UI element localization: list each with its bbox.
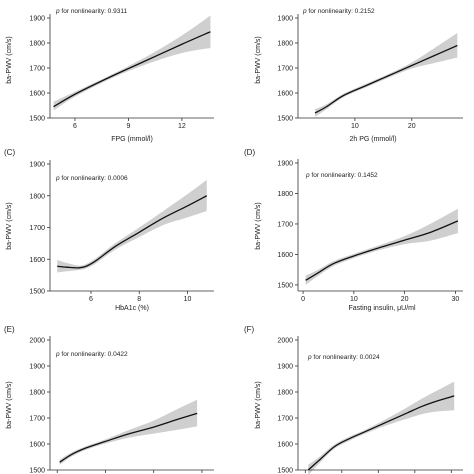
- y-tick-label: 1500: [29, 468, 45, 474]
- y-tick-label: 1600: [277, 252, 293, 259]
- panel-label: (C): [4, 148, 15, 157]
- x-axis-label: Fasting insulin, μU/ml: [348, 305, 415, 312]
- panel-e: (E) ba-PWV (cm/s) p for nonlinearity: 0.…: [4, 325, 214, 474]
- y-tick-label: 1600: [29, 442, 45, 449]
- y-tick-label: 1900: [29, 364, 45, 371]
- spline-line: [59, 412, 198, 463]
- y-tick-label: 1800: [29, 193, 45, 200]
- nonlinearity-note: p for nonlinearity: 0.0422: [55, 351, 128, 358]
- confidence-band: [57, 179, 207, 273]
- y-tick-label: 1600: [29, 91, 45, 98]
- y-axis-label: ba-PWV (cm/s): [6, 36, 13, 83]
- confidence-band: [53, 15, 211, 111]
- y-tick-label: 1700: [277, 66, 293, 73]
- y-tick-label: 1700: [29, 225, 45, 232]
- y-tick-label: 1900: [29, 16, 45, 23]
- x-tick-label: 6: [89, 296, 93, 303]
- p-symbol: p: [55, 8, 60, 15]
- y-tick-label: 1500: [29, 289, 45, 296]
- y-tick-label: 1800: [29, 390, 45, 397]
- spline-line: [307, 395, 455, 471]
- x-tick-label: 10: [350, 296, 358, 303]
- y-tick-label: 1500: [277, 116, 293, 123]
- nonlinearity-note: p for nonlinearity: 0.0024: [307, 354, 380, 361]
- panel-c: (C) ba-PWV (cm/s) HbA1c (%) p for nonlin…: [4, 148, 214, 312]
- spline-line: [57, 195, 208, 269]
- y-tick-label: 1600: [277, 91, 293, 98]
- x-tick-label: 10: [351, 123, 359, 130]
- y-tick-label: 1600: [29, 257, 45, 264]
- nonlinearity-note: p for nonlinearity: 0.0006: [55, 175, 128, 182]
- y-tick-label: 1700: [29, 66, 45, 73]
- spline-line: [314, 44, 458, 114]
- spline-line: [305, 220, 459, 281]
- x-tick-label: 20: [408, 123, 416, 130]
- panel-label: (F): [244, 325, 255, 334]
- y-tick-label: 1600: [277, 442, 293, 449]
- panel-f: (F) ba-PWV (cm/s) p for nonlinearity: 0.…: [244, 325, 463, 474]
- y-tick-label: 1800: [29, 41, 45, 48]
- confidence-band: [59, 399, 198, 465]
- panel-b: ba-PWV (cm/s) 2h PG (mmol/l) p for nonli…: [255, 8, 463, 143]
- p-symbol: p: [55, 351, 60, 358]
- x-tick-label: 12: [178, 123, 186, 130]
- nonlinearity-value: for nonlinearity: 0.1452: [310, 172, 378, 179]
- y-tick-label: 1900: [29, 162, 45, 169]
- nonlinearity-value: for nonlinearity: 0.0006: [60, 175, 128, 182]
- y-axis-label: ba-PWV (cm/s): [6, 381, 13, 428]
- y-tick-label: 1800: [277, 41, 293, 48]
- y-tick-label: 1500: [277, 282, 293, 289]
- y-tick-label: 1500: [277, 468, 293, 474]
- panel-a: ba-PWV (cm/s) FPG (mmol/l) p for nonline…: [6, 8, 214, 143]
- confidence-band: [315, 33, 458, 117]
- x-axis-label: FPG (mmol/l): [111, 136, 153, 143]
- nonlinearity-value: for nonlinearity: 0.0422: [60, 351, 128, 358]
- nonlinearity-note: p for nonlinearity: 0.9311: [55, 8, 127, 15]
- y-tick-label: 1900: [277, 364, 293, 371]
- y-tick-label: 2000: [277, 338, 293, 345]
- x-tick-label: 6: [73, 123, 77, 130]
- p-symbol: p: [307, 354, 312, 361]
- y-tick-label: 1800: [277, 390, 293, 397]
- x-axis-label: HbA1c (%): [115, 305, 149, 312]
- x-tick-label: 8: [137, 296, 141, 303]
- nonlinearity-note: p for nonlinearity: 0.1452: [305, 172, 378, 179]
- confidence-band: [308, 381, 455, 474]
- y-axis-label: ba-PWV (cm/s): [255, 36, 262, 83]
- y-tick-label: 1900: [277, 161, 293, 168]
- y-tick-label: 1500: [29, 116, 45, 123]
- p-symbol: p: [305, 172, 310, 179]
- x-tick-label: 30: [451, 296, 459, 303]
- y-tick-label: 1800: [277, 191, 293, 198]
- panel-d: (D) ba-PWV (cm/s) Fasting insulin, μU/ml…: [244, 148, 463, 312]
- nonlinearity-value: for nonlinearity: 0.9311: [60, 8, 128, 15]
- y-tick-label: 1700: [277, 221, 293, 228]
- y-axis-label: ba-PWV (cm/s): [255, 202, 262, 249]
- y-tick-label: 1900: [277, 16, 293, 23]
- y-tick-label: 1700: [29, 416, 45, 423]
- y-axis-label: ba-PWV (cm/s): [6, 202, 13, 249]
- y-tick-label: 1700: [277, 416, 293, 423]
- y-axis-label: ba-PWV (cm/s): [255, 381, 262, 428]
- y-tick-label: 2000: [29, 338, 45, 345]
- panel-label: (E): [4, 325, 15, 334]
- spline-line: [53, 31, 211, 108]
- p-symbol: p: [302, 8, 307, 15]
- x-axis-label: 2h PG (mmol/l): [349, 136, 396, 143]
- x-tick-label: 20: [401, 296, 409, 303]
- x-tick-label: 0: [301, 296, 305, 303]
- p-symbol: p: [55, 175, 60, 182]
- panel-label: (D): [244, 148, 255, 157]
- nonlinearity-value: for nonlinearity: 0.0024: [312, 354, 380, 361]
- x-tick-label: 9: [126, 123, 130, 130]
- nonlinearity-value: for nonlinearity: 0.2152: [307, 8, 375, 15]
- nonlinearity-note: p for nonlinearity: 0.2152: [302, 8, 375, 15]
- x-tick-label: 10: [184, 296, 192, 303]
